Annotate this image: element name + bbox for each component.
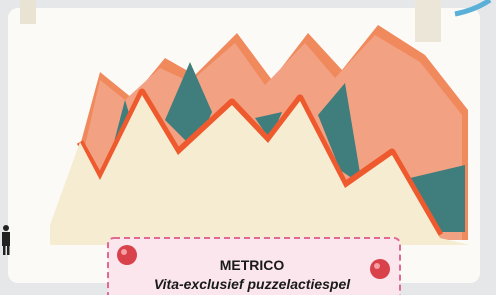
pin-highlight: [374, 263, 380, 269]
screenshot: METRICO Vita-exclusief puzzelactiespel: [0, 0, 496, 295]
caption-subtitle: Vita-exclusief puzzelactiespel: [154, 276, 351, 292]
tape: [20, 0, 36, 24]
pin-highlight: [121, 249, 127, 255]
pin: [117, 245, 137, 265]
figure-head: [3, 225, 9, 231]
figure-leg: [7, 246, 10, 255]
figure-leg: [3, 246, 6, 255]
figure-body: [2, 232, 10, 246]
tape: [415, 0, 441, 42]
page: METRICO Vita-exclusief puzzelactiespel (…: [0, 0, 496, 295]
pin: [370, 259, 390, 279]
caption-title: METRICO: [220, 257, 285, 273]
